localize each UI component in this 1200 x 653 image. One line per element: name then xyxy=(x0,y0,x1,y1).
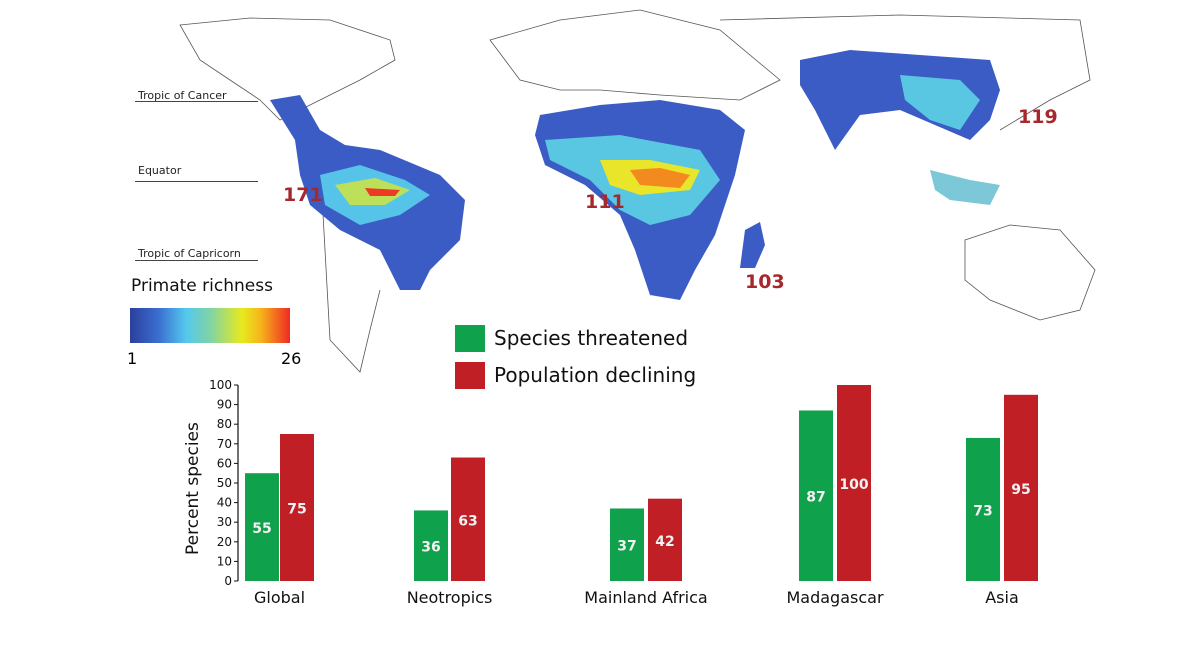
bar-value-label: 73 xyxy=(973,503,992,519)
bar-declining xyxy=(648,498,682,581)
bar-declining xyxy=(1004,394,1038,581)
y-tick-label: 60 xyxy=(217,456,232,470)
y-tick-label: 30 xyxy=(217,515,232,529)
bar-threatened xyxy=(414,510,448,581)
y-tick-label: 10 xyxy=(217,554,232,568)
bar-threatened xyxy=(610,508,644,581)
category-label: Asia xyxy=(985,588,1019,607)
legend-swatch-declining xyxy=(455,362,485,389)
bar-threatened xyxy=(966,437,1000,581)
tropic-of-capricorn-line xyxy=(135,260,258,261)
y-tick-label: 20 xyxy=(217,535,232,549)
tropic-of-cancer-line xyxy=(135,101,258,102)
legend-label-declining: Population declining xyxy=(494,363,697,387)
richness-max-label: 26 xyxy=(281,349,302,368)
bar-threatened xyxy=(245,473,279,581)
y-tick-label: 0 xyxy=(224,574,232,588)
bar-value-label: 95 xyxy=(1011,482,1030,498)
bar-value-label: 36 xyxy=(421,540,440,556)
richness-legend-title: Primate richness xyxy=(131,276,273,296)
bar-value-label: 42 xyxy=(655,534,674,550)
richness-colorbar xyxy=(130,308,290,343)
bar-declining xyxy=(451,457,485,581)
category-label: Global xyxy=(254,588,305,607)
richness-min-label: 1 xyxy=(127,349,138,368)
y-tick-label: 40 xyxy=(217,496,232,510)
y-tick-label: 90 xyxy=(217,398,232,412)
australia-outline xyxy=(964,224,1096,321)
bar-value-label: 100 xyxy=(839,477,868,493)
y-tick-label: 100 xyxy=(209,378,232,392)
category-label: Neotropics xyxy=(407,588,493,607)
bar-value-label: 87 xyxy=(806,490,825,506)
madagascar-count: 103 xyxy=(745,271,785,293)
primate-richness-map xyxy=(179,9,1096,373)
equator-line xyxy=(135,181,258,182)
tropic-of-cancer-label: Tropic of Cancer xyxy=(138,89,227,102)
category-label: Madagascar xyxy=(786,588,883,607)
legend-swatch-threatened xyxy=(455,325,485,352)
bar-threatened xyxy=(799,410,833,581)
bar-value-label: 37 xyxy=(617,539,636,555)
bar-value-label: 55 xyxy=(252,521,271,537)
bar-declining xyxy=(280,434,314,581)
north-america-outline xyxy=(179,17,396,121)
africa-count: 111 xyxy=(585,191,625,213)
asia-outline xyxy=(719,14,1091,131)
y-tick-label: 70 xyxy=(217,437,232,451)
equator-label: Equator xyxy=(138,164,182,177)
category-label: Mainland Africa xyxy=(584,588,707,607)
bar-value-label: 63 xyxy=(458,513,477,529)
neotropics-count: 171 xyxy=(283,184,323,206)
europe-outline xyxy=(489,9,781,101)
y-tick-label: 80 xyxy=(217,417,232,431)
bar-declining xyxy=(837,385,871,581)
asia-count: 119 xyxy=(1018,106,1058,128)
bar-value-label: 75 xyxy=(287,502,306,518)
richness-fill xyxy=(270,50,1000,300)
tropic-of-capricorn-label: Tropic of Capricorn xyxy=(138,247,241,260)
south-america-outline xyxy=(319,159,381,373)
legend-label-threatened: Species threatened xyxy=(494,326,689,350)
y-tick-label: 50 xyxy=(217,476,232,490)
